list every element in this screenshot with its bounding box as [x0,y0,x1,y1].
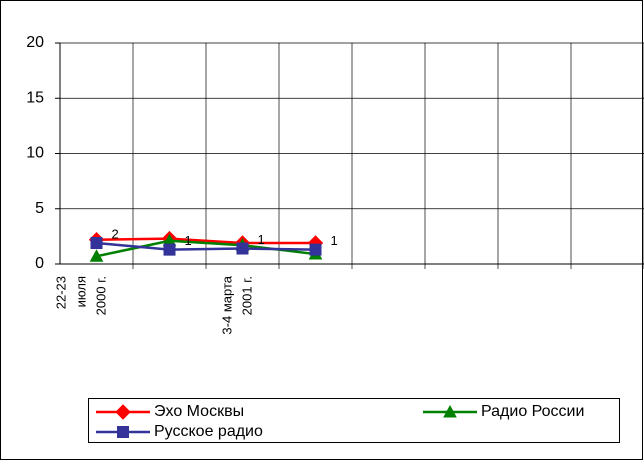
marker [90,237,103,250]
data-label: 1 [258,232,265,247]
legend-marker [115,404,131,420]
marker [309,243,322,256]
data-label: 1 [185,233,192,248]
y-tick-label: 20 [26,34,44,51]
data-label: 1 [331,233,338,248]
legend-marker [117,426,129,438]
x-tick-label: 22-23 июля 2000 г. [54,276,109,315]
marker [163,243,176,256]
legend-label: Радио России [481,403,584,420]
y-tick-label: 10 [26,145,44,162]
legend-label: Русское радио [154,423,263,440]
legend-box [88,398,620,443]
data-label: 2 [112,226,119,241]
legend-label: Эхо Москвы [154,403,244,420]
marker [89,249,104,262]
legend-marker [443,404,457,418]
y-tick-label: 15 [26,89,44,106]
series-line [96,241,316,251]
marker [236,242,249,255]
series-line [96,237,316,245]
x-tick-label: 3-4 марта 2001 г. [220,275,255,334]
y-tick-label: 0 [35,255,44,272]
y-tick-label: 5 [35,200,44,217]
